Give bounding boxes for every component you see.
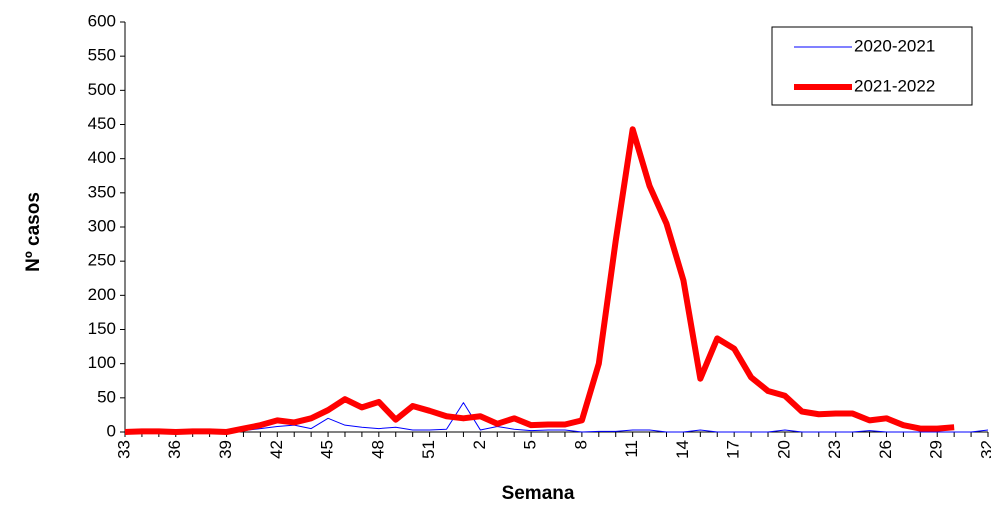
legend-label: 2021-2022 — [854, 76, 935, 95]
x-tick-label: 45 — [318, 440, 337, 459]
x-tick-label: 17 — [724, 440, 743, 459]
x-tick-label: 33 — [114, 440, 133, 459]
y-tick-label: 500 — [88, 80, 116, 99]
series-line — [124, 126, 955, 435]
x-tick-label: 36 — [165, 440, 184, 459]
y-tick-label: 50 — [97, 387, 116, 406]
legend-label: 2020-2021 — [854, 36, 935, 55]
y-axis-title: Nº casos — [23, 192, 44, 272]
y-tick-label: 450 — [88, 114, 116, 133]
x-tick-label: 2 — [470, 440, 489, 449]
legend-box — [771, 26, 973, 106]
x-tick-label: 14 — [673, 440, 692, 459]
y-tick-label: 0 — [107, 421, 116, 440]
x-tick-label: 20 — [774, 440, 793, 459]
y-tick-label: 400 — [88, 148, 116, 167]
x-tick-label: 51 — [419, 440, 438, 459]
y-tick-label: 100 — [88, 353, 116, 372]
x-tick-label: 8 — [571, 440, 590, 449]
x-tick-label: 48 — [368, 440, 387, 459]
x-tick-label: 39 — [216, 440, 235, 459]
y-tick-label: 200 — [88, 285, 116, 304]
y-tick-label: 300 — [88, 216, 116, 235]
x-tick-label: 5 — [521, 440, 540, 449]
x-tick-label: 26 — [876, 440, 895, 459]
x-axis-title: Semana — [502, 483, 575, 504]
y-tick-label: 250 — [88, 251, 116, 270]
y-tick-label: 350 — [88, 182, 116, 201]
x-tick-label: 11 — [622, 440, 641, 458]
x-tick-label: 32 — [977, 440, 991, 459]
x-tick-label: 23 — [825, 440, 844, 459]
y-tick-label: 550 — [88, 46, 116, 65]
series-line — [125, 402, 989, 433]
y-tick-label: 600 — [88, 11, 116, 30]
y-tick-label: 150 — [88, 319, 116, 338]
x-tick-label: 42 — [267, 440, 286, 459]
x-tick-label: 29 — [927, 440, 946, 459]
